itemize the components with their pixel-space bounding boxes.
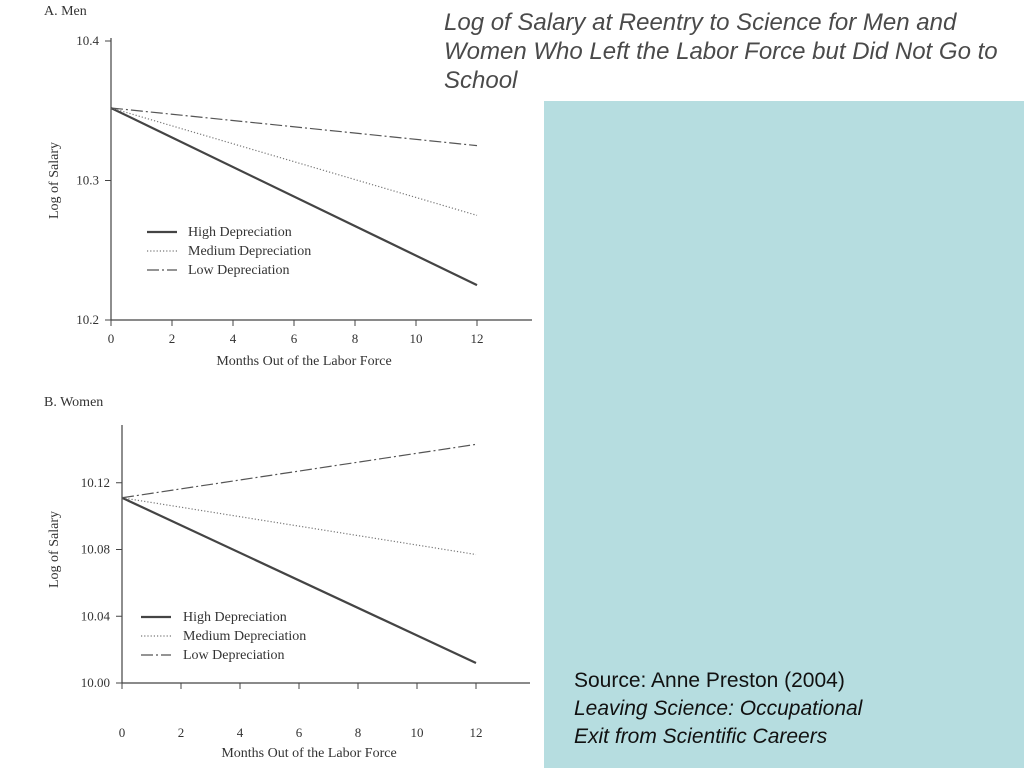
x-axis-label: Months Out of the Labor Force — [221, 746, 396, 761]
legend-label: Medium Depreciation — [188, 244, 311, 259]
x-tick-label: 6 — [291, 331, 298, 346]
series-line-dashdot — [121, 443, 477, 499]
chart-title: B. Women — [44, 395, 103, 410]
chart-title: A. Men — [44, 4, 87, 19]
series-line-dashdot — [110, 107, 478, 147]
y-tick-label: 10.00 — [81, 675, 110, 690]
x-axis-label: Months Out of the Labor Force — [216, 354, 391, 369]
y-tick-label: 10.4 — [76, 33, 99, 48]
x-tick-label: 6 — [296, 725, 303, 740]
x-tick-label: 10 — [410, 331, 423, 346]
slide-title: Log of Salary at Reentry to Science for … — [444, 9, 998, 94]
x-tick-label: 4 — [230, 331, 237, 346]
x-tick-label: 0 — [119, 725, 126, 740]
y-axis-label: Log of Salary — [47, 511, 62, 588]
x-tick-label: 0 — [108, 331, 115, 346]
y-tick-label: 10.3 — [76, 173, 99, 188]
series-line-solid — [110, 106, 478, 287]
x-tick-label: 10 — [411, 725, 424, 740]
x-tick-label: 8 — [355, 725, 362, 740]
y-tick-label: 10.08 — [81, 542, 110, 557]
legend-label: High Depreciation — [188, 225, 292, 240]
title-box: Log of Salary at Reentry to Science for … — [430, 0, 1024, 101]
x-tick-label: 12 — [471, 331, 484, 346]
y-tick-label: 10.12 — [81, 475, 110, 490]
x-tick-label: 12 — [470, 725, 483, 740]
series-line-solid — [121, 496, 477, 664]
legend-label: High Depreciation — [183, 610, 287, 625]
source-line-1: Source: Anne Preston (2004) — [574, 669, 845, 692]
y-tick-label: 10.2 — [76, 312, 99, 327]
x-tick-label: 2 — [178, 725, 185, 740]
source-line-3: Exit from Scientific Careers — [574, 725, 828, 748]
source-line-2: Leaving Science: Occupational — [574, 697, 863, 720]
series-line-dotted — [110, 107, 478, 216]
source-panel — [544, 101, 1024, 768]
legend-label: Medium Depreciation — [183, 629, 306, 644]
x-tick-label: 4 — [237, 725, 244, 740]
source-citation: Source: Anne Preston (2004) Leaving Scie… — [574, 667, 1014, 751]
y-tick-label: 10.04 — [81, 608, 111, 623]
x-tick-label: 2 — [169, 331, 176, 346]
x-tick-label: 8 — [352, 331, 359, 346]
legend-label: Low Depreciation — [188, 263, 289, 278]
y-axis-label: Log of Salary — [47, 142, 62, 219]
legend-label: Low Depreciation — [183, 648, 284, 663]
series-line-dotted — [121, 497, 477, 556]
